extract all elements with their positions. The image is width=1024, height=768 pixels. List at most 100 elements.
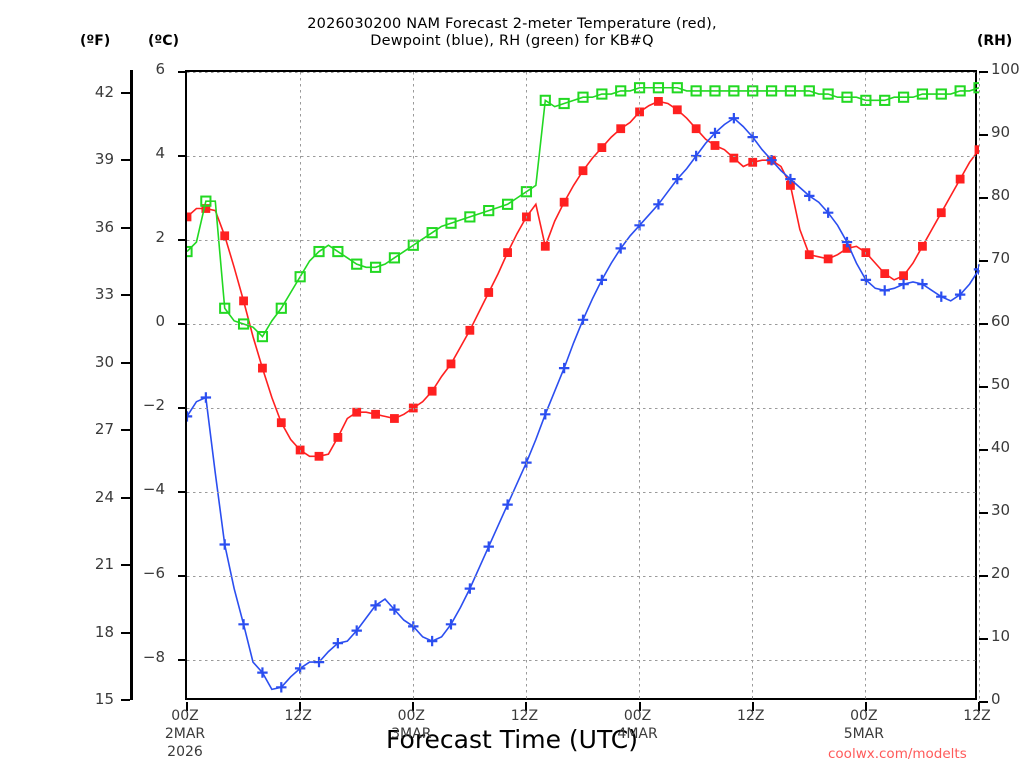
x-axis-date-label: 2MAR: [164, 726, 206, 742]
fahrenheit-axis-tick-label: 39: [94, 150, 114, 168]
rh-axis-tick: [979, 638, 988, 640]
data-marker: [842, 244, 852, 253]
x-axis-tick-label: 00Z: [397, 708, 425, 724]
data-marker: [765, 85, 778, 97]
data-marker: [464, 211, 476, 223]
data-marker: [187, 411, 193, 422]
gridline-vertical: [412, 72, 414, 702]
data-marker: [558, 97, 570, 110]
fahrenheit-axis-tick-label: 27: [94, 420, 114, 438]
data-marker: [352, 407, 362, 417]
rh-axis-tick-label: 50: [991, 375, 1011, 393]
data-marker: [502, 499, 513, 510]
data-marker: [766, 155, 777, 166]
x-axis-tick: [978, 702, 980, 711]
data-marker: [690, 85, 702, 97]
series-line: [187, 86, 979, 338]
rh-axis-tick-label: 20: [991, 564, 1011, 582]
chart-title-line1: 2026030200 NAM Forecast 2-meter Temperat…: [307, 16, 717, 32]
rh-axis-tick: [979, 323, 988, 325]
data-marker: [540, 241, 550, 251]
x-axis-tick: [186, 702, 188, 711]
data-marker: [388, 252, 401, 264]
data-marker: [955, 174, 965, 184]
rh-axis-tick: [979, 701, 988, 703]
data-marker: [201, 204, 211, 213]
fahrenheit-axis-tick-label: 42: [94, 82, 114, 101]
gridline-horizontal: [187, 155, 979, 157]
fahrenheit-axis-tick: [121, 91, 130, 94]
data-marker: [652, 82, 665, 94]
data-marker: [200, 392, 212, 403]
data-marker: [484, 288, 494, 297]
plot-area: [178, 70, 988, 711]
celsius-axis-tick: [178, 575, 187, 577]
data-marker: [464, 583, 476, 594]
rh-axis-tick-label: 0: [991, 690, 1001, 708]
data-marker: [483, 541, 494, 552]
rh-axis-tick: [979, 260, 988, 262]
celsius-axis-tick-label: −6: [142, 564, 165, 582]
fahrenheit-axis-tick-label: 33: [94, 285, 114, 303]
data-marker: [729, 153, 739, 163]
left-axis-unit-celsius: (ºC): [148, 33, 179, 49]
gridline-vertical: [752, 72, 754, 702]
fahrenheit-axis-tick: [121, 631, 130, 634]
data-marker: [313, 245, 325, 258]
rh-axis-tick-label: 30: [991, 501, 1011, 519]
x-axis-date-label: 5MAR: [843, 726, 884, 742]
data-marker: [558, 362, 570, 374]
data-marker: [539, 94, 551, 106]
celsius-axis-tick-label: −8: [142, 648, 165, 666]
data-marker: [936, 208, 946, 218]
data-marker: [841, 236, 853, 248]
data-marker: [540, 409, 551, 420]
data-marker: [239, 296, 248, 306]
data-marker: [973, 82, 979, 94]
rh-axis-tick-label: 10: [991, 627, 1011, 645]
fahrenheit-axis-tick: [121, 294, 130, 296]
celsius-axis-tick: [178, 323, 187, 325]
x-axis-tick-label: 12Z: [737, 708, 765, 724]
data-marker: [879, 94, 891, 106]
data-marker: [369, 261, 382, 273]
data-marker: [200, 195, 212, 207]
x-axis-tick: [412, 702, 415, 711]
rh-axis-tick: [979, 71, 988, 73]
data-marker: [276, 682, 287, 693]
data-marker: [823, 254, 833, 264]
series-dewpoint: [187, 113, 979, 693]
celsius-axis-tick-label: −2: [142, 396, 165, 414]
x-axis-tick-label: 12Z: [510, 708, 539, 724]
data-marker: [314, 451, 324, 461]
gridline-horizontal: [187, 575, 979, 577]
fahrenheit-axis-tick-label: 36: [94, 217, 114, 236]
data-marker: [577, 91, 589, 103]
data-marker: [822, 207, 834, 218]
rh-axis-tick: [979, 386, 988, 388]
data-marker: [483, 205, 495, 217]
series-line: [187, 117, 979, 691]
x-axis-date-label: 3MAR: [391, 726, 432, 742]
celsius-axis-tick-label: 4: [155, 144, 165, 162]
data-marker: [879, 285, 890, 296]
data-marker: [654, 97, 663, 106]
celsius-axis-tick: [178, 155, 187, 157]
data-marker: [897, 91, 910, 103]
data-marker: [615, 85, 627, 97]
celsius-axis-tick-label: 6: [155, 60, 165, 78]
rh-axis-tick-label: 100: [991, 60, 1020, 78]
data-marker: [578, 166, 588, 176]
data-marker: [370, 600, 381, 611]
data-marker: [616, 124, 626, 134]
data-marker: [954, 85, 966, 97]
x-axis-tick: [299, 702, 302, 711]
data-marker: [916, 88, 929, 100]
data-marker: [219, 302, 231, 314]
fahrenheit-axis-tick-label: 21: [94, 555, 114, 573]
data-marker: [936, 291, 947, 302]
series-canvas: [187, 82, 979, 693]
data-marker: [785, 173, 796, 185]
data-marker: [709, 127, 721, 139]
